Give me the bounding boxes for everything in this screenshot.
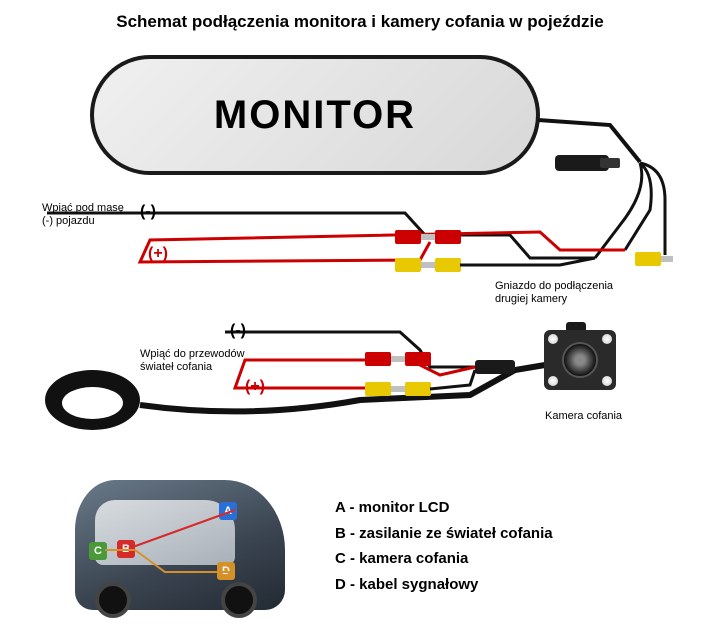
label-second-camera: Gniazdo do podłączeniadrugiej kamery	[495, 280, 613, 306]
label-ground-vehicle: Wpiąć pod masę(-) pojazdu	[42, 202, 124, 228]
legend-d: D - kabel sygnałowy	[335, 572, 553, 598]
monitor-label: MONITOR	[214, 93, 416, 138]
label-pos2: (+)	[245, 378, 265, 396]
vehicle-cutaway: A B C D	[75, 480, 285, 610]
legend: A - monitor LCD B - zasilanie ze świateł…	[335, 495, 553, 597]
cable-coil	[45, 370, 145, 440]
label-pos1: (+)	[148, 245, 168, 263]
label-neg1: (-)	[140, 203, 156, 221]
legend-b: B - zasilanie ze świateł cofania	[335, 521, 553, 547]
legend-c: C - kamera cofania	[335, 546, 553, 572]
label-reverse-light: Wpiąć do przewodówświateł cofania	[140, 348, 245, 374]
monitor-mirror: MONITOR	[90, 55, 540, 175]
reverse-camera	[540, 330, 620, 400]
diagram-title: Schemat podłączenia monitora i kamery co…	[0, 12, 720, 32]
legend-a: A - monitor LCD	[335, 495, 553, 521]
label-neg2: (-)	[230, 322, 246, 340]
label-camera: Kamera cofania	[545, 410, 622, 423]
